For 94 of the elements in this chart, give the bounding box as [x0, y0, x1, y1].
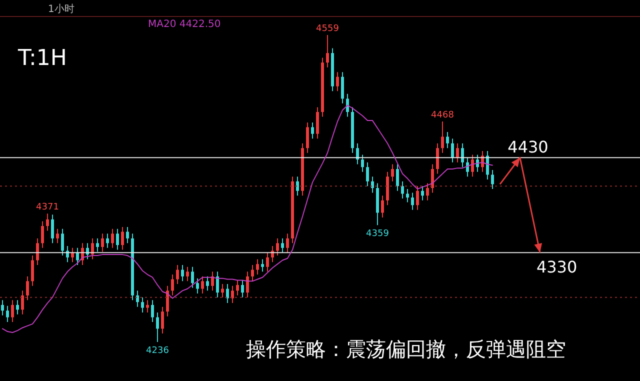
candlestick [111, 228, 114, 248]
annotation: 4236 [146, 346, 170, 356]
candlestick [421, 186, 424, 201]
candlestick [201, 276, 204, 294]
text: 1小时 [48, 2, 74, 16]
candlestick [161, 306, 164, 334]
candlestick [1, 300, 4, 316]
candlestick [186, 266, 189, 282]
candlestick [251, 264, 254, 282]
candlestick [226, 284, 229, 304]
candlestick [136, 290, 139, 308]
candlestick [36, 238, 39, 266]
candlestick [436, 142, 439, 174]
annotation: 4559 [316, 24, 340, 34]
candlestick [46, 213, 49, 232]
candlestick [181, 264, 184, 282]
candlestick [156, 312, 159, 342]
candlestick [51, 214, 54, 244]
candlestick [231, 285, 234, 304]
candlestick [366, 162, 369, 187]
candlestick [126, 226, 129, 244]
candlestick [281, 238, 284, 254]
candlestick [141, 296, 144, 314]
candlestick [381, 195, 384, 218]
candlestick [446, 131, 449, 149]
candlestick [76, 247, 79, 266]
candlestick [356, 142, 359, 165]
candlestick [311, 122, 314, 140]
candlestick [431, 164, 434, 194]
candlestick [71, 247, 74, 263]
candlestick [106, 233, 109, 248]
candlestick [256, 258, 259, 276]
candlestick [426, 182, 429, 201]
candlestick [346, 93, 349, 118]
candlestick [371, 176, 374, 194]
candlestick [406, 188, 409, 203]
candlestick [261, 258, 264, 272]
candlestick [146, 300, 149, 314]
candlestick [386, 171, 389, 206]
candlestick [31, 255, 34, 286]
candlestick [221, 284, 224, 298]
candlestick [276, 238, 279, 256]
annotation: 4371 [36, 202, 59, 213]
candlestick [246, 271, 249, 298]
candlestick [206, 276, 209, 292]
candlestick [176, 264, 179, 285]
annotation: 操作策略：震荡偏回撤，反弹遇阻空 [246, 336, 566, 363]
candlestick [61, 228, 64, 256]
text: T:1H [18, 46, 67, 71]
candlestick [396, 164, 399, 192]
candlestick [171, 274, 174, 296]
candlestick [121, 226, 124, 250]
candlestick [11, 300, 14, 323]
candlestick [361, 154, 364, 172]
candlestick [166, 285, 169, 317]
candlestick [266, 252, 269, 272]
candlestick [196, 278, 199, 294]
text: MA20 4422.50 [148, 19, 221, 30]
candlestick [416, 186, 419, 210]
candlestick [391, 164, 394, 182]
candlestick [451, 138, 454, 163]
ref-line-label: 4430 [508, 138, 548, 157]
candlestick [461, 142, 464, 168]
annotation: 4468 [431, 110, 454, 120]
candlestick [471, 154, 474, 178]
ref-line-label: 4330 [536, 258, 578, 277]
candlestick [411, 192, 414, 210]
candlestick [241, 280, 244, 298]
candlestick [306, 122, 309, 154]
candlestick [96, 238, 99, 252]
candlestick [341, 72, 344, 104]
candlestick [326, 35, 329, 68]
candlestick [296, 176, 299, 196]
annotation: 4359 [366, 229, 390, 240]
candlestick [26, 276, 29, 301]
candlestick [91, 238, 94, 260]
candlestick [191, 266, 194, 288]
candlestick [116, 228, 119, 250]
candlestick [336, 72, 339, 92]
candlestick [41, 220, 44, 248]
candlestick [401, 180, 404, 199]
candlestick [441, 120, 444, 154]
candlestick [316, 106, 319, 140]
candlestick [456, 142, 459, 163]
candlestick [286, 233, 289, 254]
candlestick [216, 271, 219, 298]
candlestick [101, 233, 104, 252]
candlestick [56, 228, 59, 244]
candlestick [6, 305, 9, 323]
candlestick [151, 300, 154, 323]
candlestick [236, 280, 239, 296]
candlestick [16, 300, 19, 315]
candlestick [21, 290, 24, 315]
candlestick [491, 169, 494, 190]
